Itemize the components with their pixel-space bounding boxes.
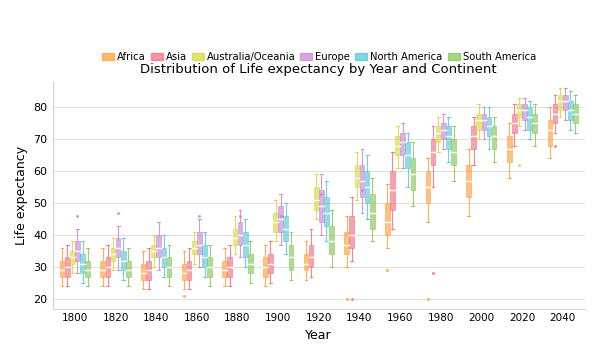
- Bar: [233, 229, 237, 245]
- Bar: [466, 165, 471, 197]
- Bar: [517, 104, 522, 117]
- Bar: [278, 206, 283, 232]
- Bar: [390, 171, 395, 210]
- Bar: [106, 257, 110, 277]
- Bar: [395, 136, 400, 155]
- Bar: [85, 261, 90, 277]
- Bar: [141, 264, 146, 280]
- Bar: [197, 232, 202, 254]
- Bar: [248, 254, 253, 273]
- Bar: [100, 261, 105, 277]
- Bar: [151, 245, 156, 257]
- Bar: [167, 257, 172, 277]
- Bar: [492, 126, 496, 149]
- Bar: [324, 197, 329, 226]
- Bar: [406, 142, 410, 168]
- Bar: [273, 213, 278, 232]
- Bar: [385, 203, 389, 235]
- Bar: [451, 139, 456, 165]
- Bar: [70, 251, 74, 264]
- Bar: [553, 104, 557, 123]
- Bar: [365, 171, 370, 203]
- Bar: [223, 261, 227, 277]
- Bar: [126, 261, 131, 277]
- Bar: [161, 248, 166, 267]
- Bar: [60, 261, 64, 277]
- Bar: [192, 241, 197, 254]
- Bar: [75, 241, 80, 261]
- Bar: [522, 104, 527, 120]
- Bar: [182, 264, 187, 280]
- Bar: [425, 171, 430, 203]
- Bar: [319, 190, 323, 222]
- Bar: [227, 257, 232, 277]
- Bar: [359, 165, 364, 197]
- Bar: [400, 133, 405, 155]
- Bar: [207, 257, 212, 277]
- Bar: [268, 254, 273, 273]
- Bar: [80, 254, 85, 273]
- Title: Distribution of Life expectancy by Year and Continent: Distribution of Life expectancy by Year …: [140, 64, 497, 76]
- Bar: [370, 193, 374, 229]
- Bar: [410, 159, 415, 190]
- Bar: [344, 232, 349, 254]
- Bar: [243, 232, 248, 257]
- Bar: [441, 123, 446, 139]
- Bar: [507, 136, 512, 162]
- Bar: [431, 139, 436, 165]
- Bar: [349, 216, 354, 248]
- Bar: [187, 261, 191, 280]
- Bar: [482, 114, 486, 130]
- Bar: [263, 257, 268, 277]
- Legend: Africa, Asia, Australia/Oceania, Europe, North America, South America: Africa, Asia, Australia/Oceania, Europe,…: [98, 48, 540, 66]
- Bar: [146, 261, 151, 280]
- Bar: [157, 235, 161, 257]
- Bar: [532, 114, 537, 133]
- Bar: [476, 114, 481, 130]
- Bar: [568, 101, 572, 120]
- Bar: [110, 248, 115, 261]
- Bar: [283, 216, 288, 241]
- Bar: [314, 187, 319, 210]
- Bar: [202, 245, 207, 267]
- Bar: [527, 107, 532, 130]
- Bar: [472, 126, 476, 149]
- Bar: [355, 165, 359, 187]
- Bar: [487, 117, 491, 136]
- Bar: [116, 238, 121, 257]
- Bar: [304, 254, 308, 270]
- Bar: [548, 120, 552, 146]
- Bar: [238, 222, 242, 245]
- Bar: [309, 245, 313, 267]
- Bar: [436, 126, 440, 142]
- Bar: [121, 251, 125, 270]
- Bar: [512, 114, 517, 133]
- Bar: [329, 226, 334, 254]
- Bar: [65, 257, 70, 277]
- X-axis label: Year: Year: [305, 329, 332, 342]
- Bar: [573, 104, 578, 123]
- Bar: [558, 95, 562, 110]
- Bar: [563, 95, 568, 110]
- Bar: [289, 245, 293, 270]
- Bar: [446, 126, 451, 149]
- Y-axis label: Life expectancy: Life expectancy: [15, 146, 28, 245]
